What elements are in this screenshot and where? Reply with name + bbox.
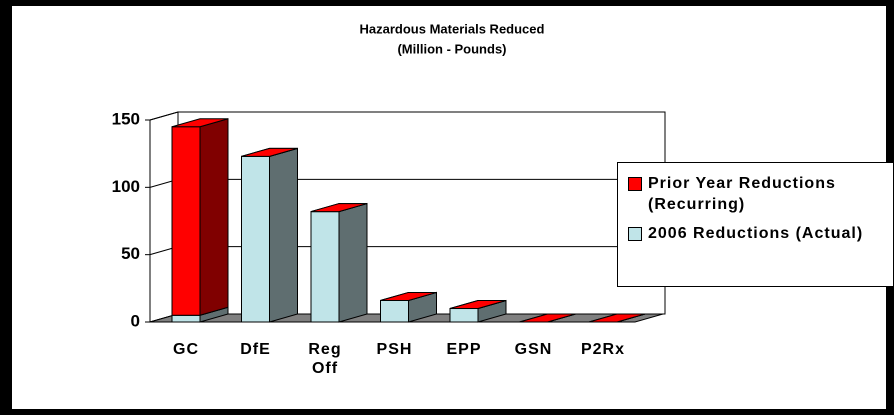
y-tick-label: 100: [112, 177, 140, 196]
bar-front: [171, 126, 201, 316]
x-tick-label: GC: [173, 341, 199, 358]
grid-line: [149, 111, 179, 121]
bar-segment: [449, 300, 507, 310]
bar-front: [380, 299, 409, 323]
bar-segment: [310, 202, 368, 323]
bar-segment: [171, 118, 229, 316]
x-tick-label: Reg Off: [308, 341, 342, 377]
bar-front: [449, 308, 479, 323]
x-tick-label: PSH: [376, 341, 413, 358]
bar-top: [310, 203, 368, 213]
x-tick-label: EPP: [446, 341, 482, 358]
bar-side: [269, 147, 298, 323]
bar-segment: [241, 147, 298, 323]
bar-segment: [588, 313, 646, 323]
bar-top: [380, 291, 437, 301]
legend-label: Prior Year Reductions (Recurring): [648, 175, 836, 213]
bar-front: [241, 155, 270, 323]
bar-segment: [241, 147, 298, 157]
chart-title: Hazardous Materials Reduced: [360, 21, 545, 36]
y-tick-label: 150: [112, 109, 140, 128]
bar-segment: [310, 203, 368, 213]
bar-side: [199, 118, 229, 316]
x-tick-label: P2Rx: [580, 341, 626, 358]
bar-top: [241, 147, 298, 157]
bar-top: [588, 313, 646, 323]
legend-label: 2006 Reductions (Actual): [648, 225, 864, 242]
bar-side: [338, 202, 368, 323]
legend: Prior Year Reductions (Recurring) 2006 Re…: [617, 162, 894, 287]
legend-swatch: [628, 227, 642, 241]
bar-segment: [380, 291, 437, 301]
bar-front: [171, 314, 201, 323]
chart-subtitle: (Million - Pounds): [397, 41, 506, 56]
x-tick-label: GSN: [514, 341, 553, 358]
bar-segment: [519, 313, 576, 323]
bar-top: [171, 118, 229, 128]
bar-front: [310, 211, 340, 323]
y-tick-label: 0: [131, 311, 140, 330]
bar-top: [449, 300, 507, 310]
y-tick-label: 50: [121, 244, 140, 263]
legend-swatch: [628, 177, 642, 191]
x-tick-label: DfE: [240, 341, 271, 358]
bar-top: [519, 313, 576, 323]
